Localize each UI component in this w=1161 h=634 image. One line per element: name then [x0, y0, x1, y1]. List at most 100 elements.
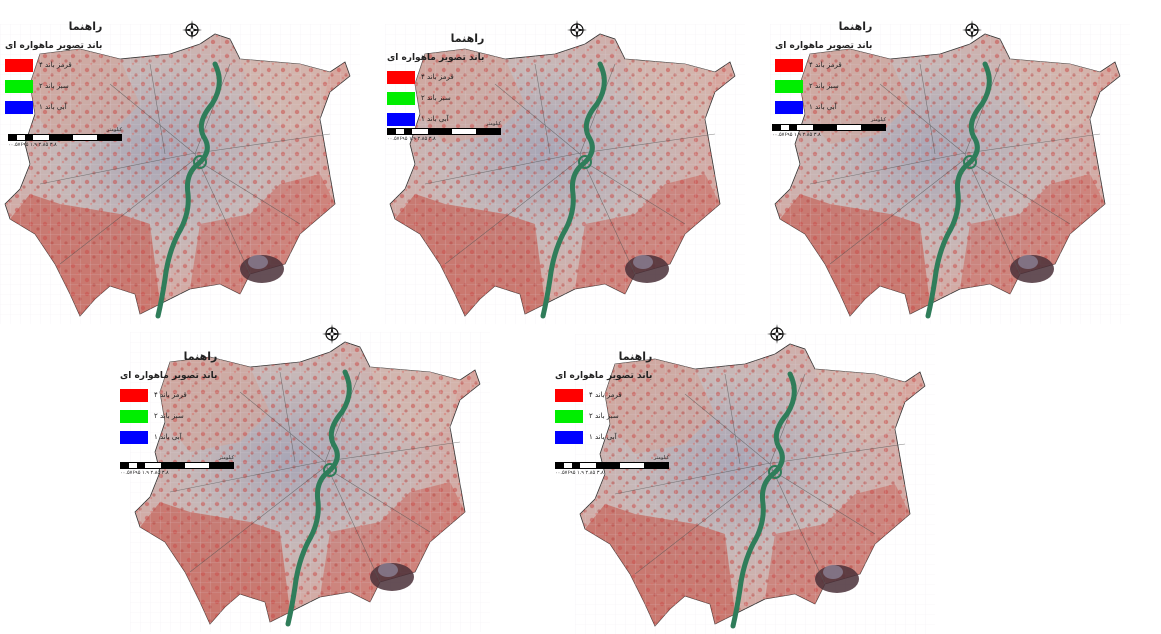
satellite-map [0, 24, 360, 324]
map-2: راهنما باند تصویر ماهواره ای قرمز باند ۴… [385, 14, 765, 324]
scale-segments [120, 462, 234, 469]
map-3: راهنما باند تصویر ماهواره ای قرمز باند ۴… [770, 14, 1150, 324]
map-1: راهنما باند تصویر ماهواره ای قرمز باند ۴… [0, 14, 380, 324]
river [925, 61, 992, 319]
north-arrow-icon [567, 20, 587, 40]
legend-item-red: قرمز باند ۴ [775, 58, 872, 72]
legend-item-red: قرمز باند ۴ [5, 58, 102, 72]
scale-ticks: ۰۰.۵۷۶۹۵ ۱.۹ ۲.۸۵ ۳.۸ [555, 470, 604, 476]
legend-item-blue: آبی باند ۱ [387, 112, 484, 126]
legend-item-blue: آبی باند ۱ [120, 430, 217, 444]
legend-item-label: قرمز باند ۴ [809, 61, 842, 69]
road-network [614, 373, 906, 585]
river [155, 61, 222, 319]
legend-item-label: سبز باند ۲ [39, 82, 69, 90]
scale-bar: کیلومتر ۰۰.۵۷۶۹۵ ۱.۹ ۲.۸۵ ۳.۸ [8, 127, 122, 148]
legend-item-label: قرمز باند ۴ [421, 73, 454, 81]
legend-title: راهنما [68, 20, 103, 33]
legend-subtitle: باند تصویر ماهواره ای [387, 53, 485, 63]
legend-item-red: قرمز باند ۴ [555, 388, 652, 402]
blue-swatch [387, 112, 415, 126]
legend-title: راهنما [838, 20, 873, 33]
legend-item-green: سبز باند ۲ [120, 409, 217, 423]
legend-subtitle: باند تصویر ماهواره ای [555, 371, 653, 381]
scale-segments [387, 128, 501, 135]
red-swatch [120, 388, 148, 402]
red-swatch [775, 58, 803, 72]
legend: راهنما باند تصویر ماهواره ای قرمز باند ۴… [775, 20, 872, 121]
legend-item-blue: آبی باند ۱ [775, 100, 872, 114]
legend-title: راهنما [183, 350, 218, 363]
compass [180, 18, 204, 42]
legend: راهنما باند تصویر ماهواره ای قرمز باند ۴… [555, 350, 652, 451]
legend-item-red: قرمز باند ۴ [120, 388, 217, 402]
satellite-map [130, 332, 490, 632]
scale-segments [772, 124, 886, 131]
red-swatch [387, 70, 415, 84]
scale-unit: کیلومتر [870, 117, 886, 123]
legend-item-blue: آبی باند ۱ [555, 430, 652, 444]
scale-ticks: ۰۰.۵۷۶۹۵ ۱.۹ ۲.۸۵ ۳.۸ [772, 132, 821, 138]
river [540, 61, 607, 319]
legend-subtitle: باند تصویر ماهواره ای [775, 41, 873, 51]
scale-bar: کیلومتر ۰۰.۵۷۶۹۵ ۱.۹ ۲.۸۵ ۳.۸ [387, 121, 501, 142]
north-arrow-icon [322, 324, 342, 344]
legend-item-blue: آبی باند ۱ [5, 100, 102, 114]
green-swatch [5, 79, 33, 93]
legend-item-label: قرمز باند ۴ [154, 391, 187, 399]
road-network [809, 63, 1101, 275]
legend-item-red: قرمز باند ۴ [387, 70, 484, 84]
map-5: راهنما باند تصویر ماهواره ای قرمز باند ۴… [555, 322, 935, 634]
road-network [169, 371, 461, 583]
legend-item-label: سبز باند ۲ [421, 94, 451, 102]
compass [765, 322, 789, 346]
scale-unit: کیلومتر [106, 127, 122, 133]
satellite-map [770, 24, 1130, 324]
north-arrow-icon [962, 20, 982, 40]
scale-segments [8, 134, 122, 141]
legend: راهنما باند تصویر ماهواره ای قرمز باند ۴… [5, 20, 102, 121]
red-swatch [5, 58, 33, 72]
legend-item-label: سبز باند ۲ [589, 412, 619, 420]
legend-item-green: سبز باند ۲ [5, 79, 102, 93]
satellite-map [385, 24, 745, 324]
scale-unit: کیلومتر [485, 121, 501, 127]
legend-item-green: سبز باند ۲ [387, 91, 484, 105]
red-swatch [555, 388, 583, 402]
legend: راهنما باند تصویر ماهواره ای قرمز باند ۴… [387, 32, 484, 133]
compass [320, 322, 344, 346]
legend-item-label: آبی باند ۱ [421, 115, 449, 123]
legend-subtitle: باند تصویر ماهواره ای [120, 371, 218, 381]
green-swatch [555, 409, 583, 423]
blue-swatch [5, 100, 33, 114]
legend-item-label: آبی باند ۱ [809, 103, 837, 111]
legend-item-label: قرمز باند ۴ [589, 391, 622, 399]
scale-bar: کیلومتر ۰۰.۵۷۶۹۵ ۱.۹ ۲.۸۵ ۳.۸ [120, 455, 234, 476]
river [730, 371, 797, 629]
legend-title: راهنما [450, 32, 485, 45]
scale-unit: کیلومتر [218, 455, 234, 461]
river [285, 369, 352, 627]
legend-item-label: سبز باند ۲ [154, 412, 184, 420]
satellite-map [575, 334, 935, 634]
legend-item-label: سبز باند ۲ [809, 82, 839, 90]
legend-title: راهنما [618, 350, 653, 363]
north-arrow-icon [182, 20, 202, 40]
map-4: راهنما باند تصویر ماهواره ای قرمز باند ۴… [120, 322, 500, 632]
scale-bar: کیلومتر ۰۰.۵۷۶۹۵ ۱.۹ ۲.۸۵ ۳.۸ [555, 455, 669, 476]
green-swatch [120, 409, 148, 423]
green-swatch [775, 79, 803, 93]
blue-swatch [555, 430, 583, 444]
legend-item-green: سبز باند ۲ [775, 79, 872, 93]
legend: راهنما باند تصویر ماهواره ای قرمز باند ۴… [120, 350, 217, 451]
road-network [424, 63, 716, 275]
blue-swatch [775, 100, 803, 114]
legend-item-label: آبی باند ۱ [154, 433, 182, 441]
compass [960, 18, 984, 42]
scale-ticks: ۰۰.۵۷۶۹۵ ۱.۹ ۲.۸۵ ۳.۸ [387, 136, 436, 142]
legend-item-label: آبی باند ۱ [39, 103, 67, 111]
north-arrow-icon [767, 324, 787, 344]
blue-swatch [120, 430, 148, 444]
road-network [39, 63, 331, 275]
legend-item-label: قرمز باند ۴ [39, 61, 72, 69]
